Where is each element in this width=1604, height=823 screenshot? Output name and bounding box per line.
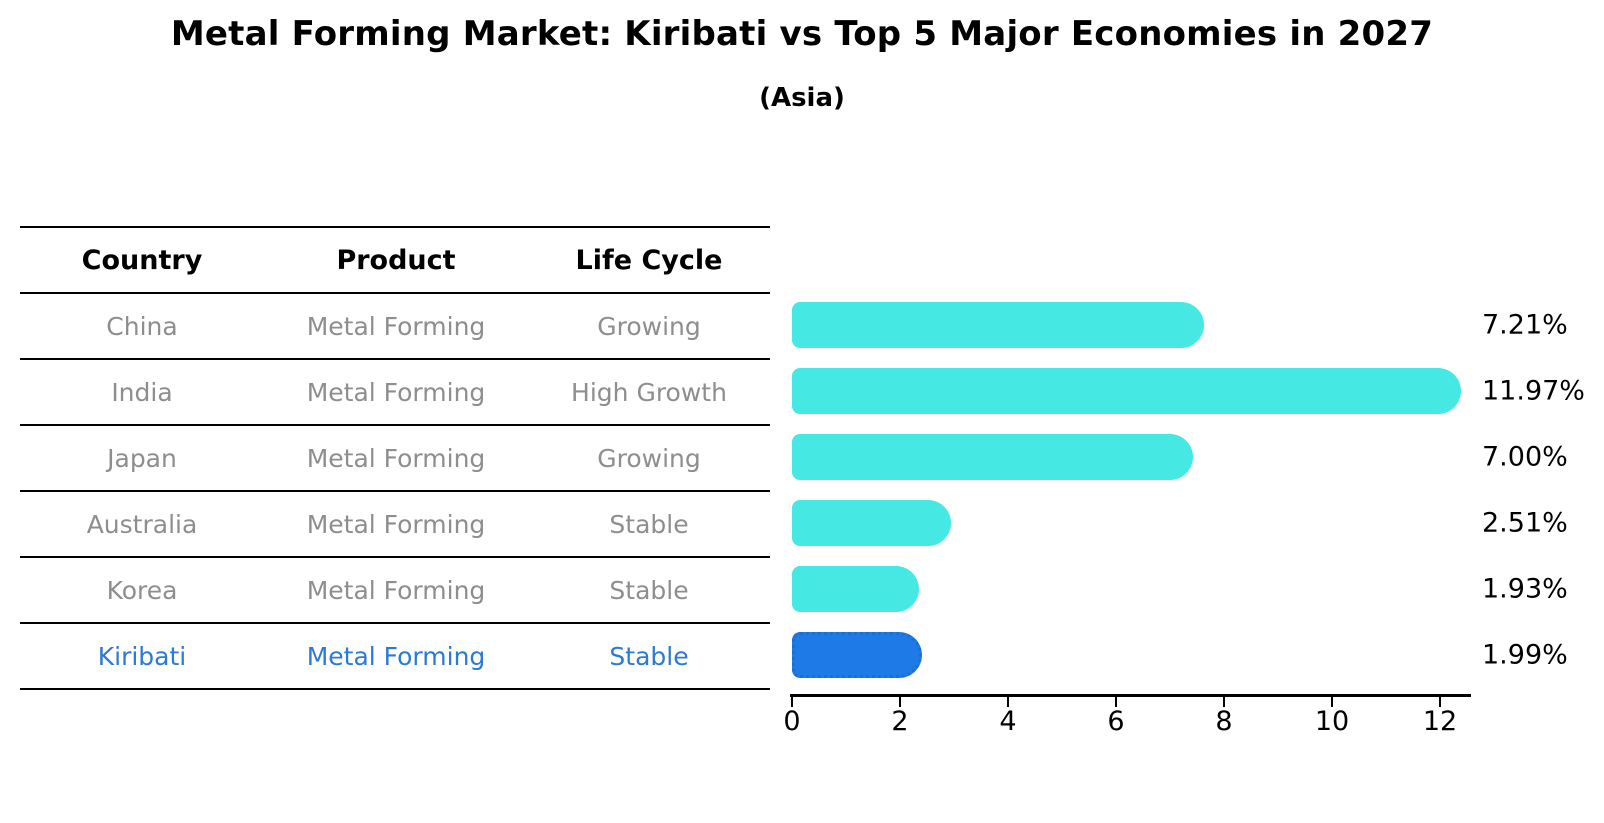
column-header-product: Product [336, 244, 456, 276]
value-label-japan: 7.00% [1482, 441, 1568, 473]
x-tick-label: 12 [1422, 706, 1458, 737]
value-label-kiribati: 1.99% [1482, 639, 1568, 671]
x-axis-line [790, 694, 1471, 697]
x-tick-label: 6 [1107, 706, 1125, 737]
x-tick-label: 10 [1314, 706, 1350, 737]
chart-subtitle: (Asia) [759, 83, 845, 113]
x-tick-mark [791, 697, 793, 707]
column-header-life-cycle: Life Cycle [575, 244, 723, 276]
table-row: India Metal Forming High Growth [20, 358, 770, 424]
value-label-china: 7.21% [1482, 309, 1568, 341]
table-cell-product: Metal Forming [306, 311, 486, 341]
table-row: Kiribati Metal Forming Stable [20, 622, 770, 688]
table-cell-life-cycle: Stable [609, 575, 689, 605]
table-cell-product: Metal Forming [306, 377, 486, 407]
table-body: China Metal Forming Growing India Metal Form… [20, 292, 770, 688]
table-row: Japan Metal Forming Growing [20, 424, 770, 490]
x-tick-label: 8 [1215, 706, 1233, 737]
table-cell-life-cycle: Stable [609, 509, 689, 539]
value-label-india: 11.97% [1482, 375, 1585, 407]
x-tick-label: 0 [783, 706, 801, 737]
table-cell-product: Metal Forming [306, 575, 486, 605]
table-cell-product: Metal Forming [306, 509, 486, 539]
table-cell-product: Metal Forming [306, 443, 486, 473]
value-label-korea: 1.93% [1482, 573, 1568, 605]
x-tick-mark [899, 697, 901, 707]
bar-korea [792, 566, 920, 612]
table-cell-life-cycle: Growing [597, 311, 701, 341]
x-tick-label: 2 [891, 706, 909, 737]
table-header-row: Country Product Life Cycle [20, 226, 770, 292]
table-row: Australia Metal Forming Stable [20, 490, 770, 556]
x-tick-mark [1331, 697, 1333, 707]
table-cell-country: Kiribati [97, 641, 187, 671]
x-tick-mark [1439, 697, 1441, 707]
x-tick-mark [1007, 697, 1009, 707]
bar-india [792, 368, 1462, 414]
column-header-country: Country [81, 244, 203, 276]
table-cell-life-cycle: Stable [609, 641, 689, 671]
table-cell-life-cycle: High Growth [571, 377, 727, 407]
bar-australia [792, 500, 951, 546]
bar-china [792, 302, 1205, 348]
bar-japan [792, 434, 1193, 480]
table-cell-product: Metal Forming [306, 641, 486, 671]
table-cell-country: Australia [86, 509, 198, 539]
table-cell-country: India [111, 377, 173, 407]
x-tick-mark [1115, 697, 1117, 707]
table-cell-country: China [106, 311, 178, 341]
chart-title: Metal Forming Market: Kiribati vs Top 5 … [170, 14, 1434, 54]
table-row: Korea Metal Forming Stable [20, 556, 770, 622]
table-cell-country: Japan [107, 443, 177, 473]
x-tick-label: 4 [999, 706, 1017, 737]
country-table: Country Product Life Cycle China Metal Fo… [20, 226, 770, 690]
bar-kiribati [792, 632, 923, 678]
x-tick-mark [1223, 697, 1225, 707]
table-row: China Metal Forming Growing [20, 292, 770, 358]
table-cell-life-cycle: Growing [597, 443, 701, 473]
table-cell-country: Korea [106, 575, 178, 605]
value-label-australia: 2.51% [1482, 507, 1568, 539]
